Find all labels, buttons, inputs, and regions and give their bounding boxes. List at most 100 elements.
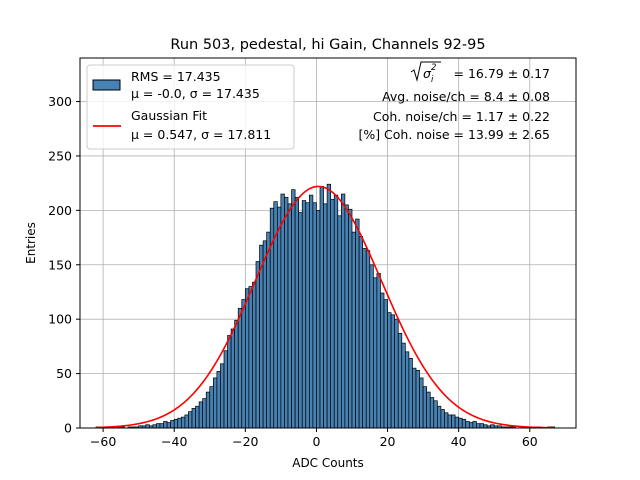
histogram-bar [408, 358, 413, 429]
annotation-coh-noise-percent: [%] Coh. noise = 13.99 ± 2.65 [358, 127, 550, 142]
histogram-bar [330, 199, 335, 429]
histogram-bar [429, 397, 435, 429]
legend-histogram-swatch [92, 79, 121, 91]
histogram-bar [230, 328, 236, 429]
histogram-bar [422, 386, 428, 429]
histogram-bar [404, 351, 410, 429]
histogram-bar [465, 421, 470, 429]
histogram-bar [433, 400, 438, 429]
histogram-bar [476, 423, 481, 429]
histogram-bar [220, 363, 225, 429]
histogram-bar [461, 418, 467, 429]
histogram-bar [170, 420, 175, 429]
histogram-bar [440, 409, 445, 429]
histogram-bar [355, 218, 360, 429]
histogram-bar [280, 193, 285, 429]
histogram-bar [447, 414, 452, 429]
histogram-bar [337, 215, 342, 429]
histogram-bar [198, 401, 204, 429]
histogram-bar [372, 277, 378, 429]
histogram-bar [298, 212, 303, 429]
histogram-bar [156, 423, 161, 429]
histogram-bar [468, 422, 474, 429]
legend-histogram-label: RMS = 17.435 [131, 69, 221, 84]
histogram-bar [159, 423, 164, 429]
histogram-bar [458, 417, 463, 429]
histogram-bar [191, 408, 196, 429]
x-tick-label: 40 [451, 434, 467, 449]
histogram-bar [202, 398, 207, 429]
histogram-bar [383, 299, 388, 429]
y-tick-label: 200 [48, 203, 72, 218]
histogram-bar [241, 299, 246, 429]
histogram-bar [184, 414, 189, 429]
histogram-bar [340, 193, 346, 429]
histogram-bar [209, 386, 214, 429]
y-tick-label: 0 [64, 421, 72, 436]
histogram-bar [287, 203, 292, 429]
histogram-bar [163, 421, 168, 429]
histogram-bar [173, 418, 179, 429]
y-axis-ticks: 0 50 100 150 200 250 300 [48, 94, 80, 436]
x-tick-label: 20 [380, 434, 396, 449]
histogram-bar [472, 421, 477, 429]
histogram-bar [326, 183, 332, 429]
histogram-bar [188, 411, 193, 429]
histogram-bar [266, 231, 271, 429]
histogram-bar [259, 244, 264, 429]
y-tick-label: 150 [48, 257, 72, 272]
histogram-bar [479, 423, 484, 429]
histogram-bar [387, 312, 392, 429]
svg-text:σ: σ [423, 66, 432, 81]
sqrt-sigma-symbol: σ 2 i [410, 61, 441, 85]
x-tick-label: 0 [312, 434, 320, 449]
histogram-bar [301, 200, 307, 429]
histogram-bar [195, 405, 200, 429]
histogram-bar [312, 202, 317, 429]
gaussian-fit-curve [95, 185, 555, 429]
histogram-bar [451, 414, 456, 429]
histogram-bar [419, 377, 424, 429]
legend: RMS = 17.435 μ = -0.0, σ = 17.435 Gaussi… [86, 64, 295, 150]
annotation-coh-noise: Coh. noise/ch = 1.17 ± 0.22 [373, 109, 550, 124]
y-tick-label: 100 [48, 312, 72, 327]
histogram-bar [323, 203, 328, 429]
histogram-bar [394, 318, 399, 429]
histogram-bar [223, 350, 228, 429]
svg-text:i: i [431, 75, 434, 85]
histogram-bar [227, 335, 232, 429]
histogram-bar [444, 412, 449, 429]
histogram-bar [401, 342, 406, 429]
y-axis-label: Entries [24, 222, 38, 264]
histogram-bar [244, 288, 250, 429]
histogram-bar [248, 286, 253, 429]
histogram-bar [216, 371, 221, 429]
plot-frame [79, 57, 577, 429]
y-tick-label: 250 [48, 148, 72, 163]
x-tick-label: −20 [232, 434, 258, 449]
histogram-bar [436, 405, 442, 429]
histogram-bar [397, 332, 403, 429]
legend-fit-stats: μ = 0.547, σ = 17.811 [131, 127, 271, 142]
annotation-avg-noise: Avg. noise/ch = 8.4 ± 0.08 [382, 89, 550, 104]
y-tick-label: 50 [56, 366, 72, 381]
histogram-bar [180, 416, 186, 429]
histogram-bar [294, 196, 300, 429]
histogram-bar [252, 281, 257, 429]
histogram-bar [316, 210, 321, 429]
histogram-bar [351, 231, 356, 429]
histogram-bar [308, 194, 314, 429]
histogram-bar [305, 202, 310, 429]
histogram-bar [319, 186, 324, 429]
x-tick-label: −60 [90, 434, 116, 449]
histogram-bar [362, 248, 367, 429]
histogram-bar [344, 204, 349, 429]
histogram-bar [390, 314, 396, 429]
histogram-bar [205, 391, 211, 429]
histogram-bar [262, 240, 268, 429]
histogram-bar [166, 422, 172, 429]
x-axis-label: ADC Counts [292, 456, 364, 470]
histogram-bar [369, 264, 374, 429]
histogram-bar [291, 189, 296, 429]
